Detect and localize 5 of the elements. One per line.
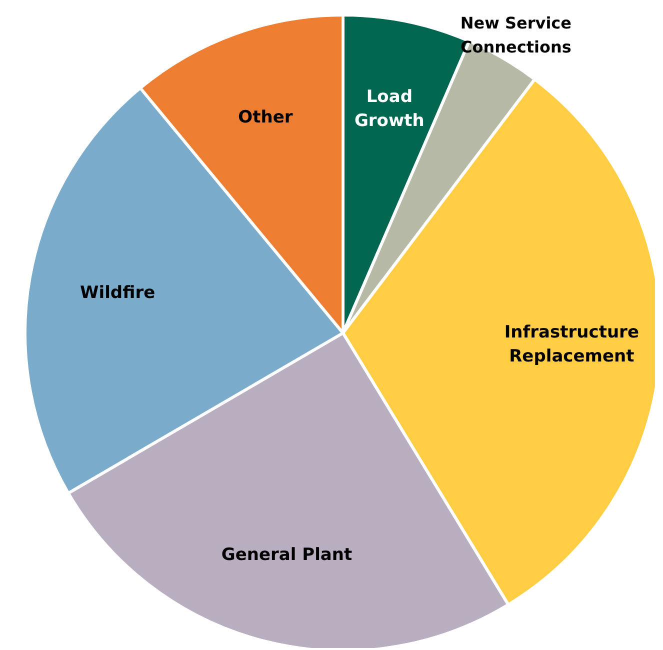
slice-label: Wildfire xyxy=(80,282,156,303)
slice-label: General Plant xyxy=(221,544,352,565)
slice-label: Other xyxy=(238,107,294,128)
slice-label: Load Growth xyxy=(354,86,424,130)
slice-label: Infrastructure Replacement xyxy=(504,322,639,366)
